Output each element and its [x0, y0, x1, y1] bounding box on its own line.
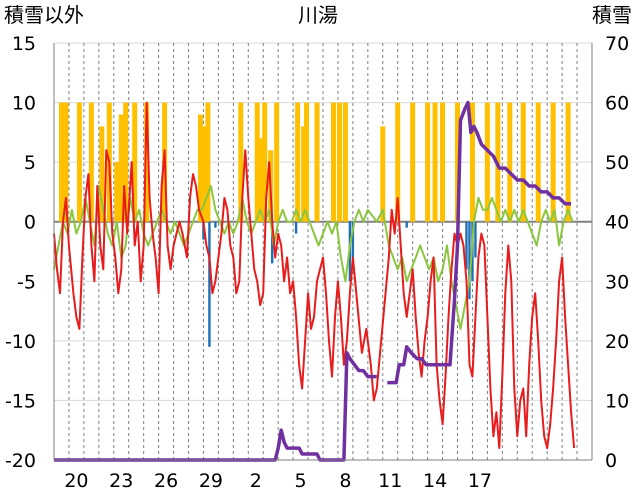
left-tick-label: -15	[5, 390, 36, 412]
negative-bar	[405, 221, 408, 228]
precip-bar	[336, 102, 342, 222]
left-tick-label: 5	[24, 152, 36, 174]
wind-line	[53, 185, 574, 330]
precip-bar	[425, 102, 431, 222]
precip-bar	[342, 102, 348, 222]
precip-bar	[197, 114, 203, 222]
precip-bar	[76, 102, 82, 222]
precip-bar	[63, 102, 69, 222]
series-lines	[53, 100, 576, 462]
x-tick-label: 17	[468, 470, 492, 492]
left-tick-label: 15	[12, 33, 36, 55]
precip-bar	[132, 102, 138, 222]
precip-bar	[99, 126, 105, 222]
right-tick-label: 30	[605, 271, 629, 293]
precip-bar	[395, 102, 401, 222]
right-axis-ticks: 70 60 50 40 30 20 10 0	[605, 33, 629, 472]
right-tick-label: 0	[605, 450, 617, 472]
right-tick-label: 60	[605, 93, 629, 115]
precip-bar	[520, 102, 526, 222]
precip-bar	[118, 114, 124, 222]
precip-bar	[88, 102, 94, 222]
temperature-line	[53, 101, 576, 450]
x-tick-label: 2	[250, 470, 262, 492]
right-axis-title: 積雪	[592, 3, 632, 27]
left-axis-ticks: 15 10 5 0 -5 -10 -15 -20	[5, 33, 36, 472]
precip-bar	[455, 102, 460, 222]
x-tick-label: 8	[339, 470, 351, 492]
negative-bar	[214, 221, 217, 228]
negative-bar	[474, 221, 477, 258]
x-tick-label: 14	[423, 470, 447, 492]
precip-bar	[565, 102, 571, 222]
left-tick-label: 0	[24, 212, 36, 234]
precip-bar	[259, 138, 265, 222]
x-tick-label: 29	[199, 470, 223, 492]
chart-title: 川湯	[298, 3, 338, 27]
right-tick-label: 50	[605, 152, 629, 174]
precip-bar	[432, 102, 438, 222]
x-tick-label: 23	[109, 470, 133, 492]
left-tick-label: -10	[5, 331, 36, 353]
right-tick-label: 20	[605, 331, 629, 353]
precip-bar	[330, 102, 336, 222]
x-axis-ticks: 20 23 26 29 2 5 8 11 14 17	[64, 470, 492, 492]
precip-bar	[469, 102, 475, 222]
negative-bar	[294, 221, 298, 234]
negative-bar	[208, 221, 211, 347]
negative-bar	[270, 221, 274, 264]
precip-bar	[304, 102, 310, 222]
precip-bar	[254, 102, 260, 222]
precip-bar	[205, 102, 211, 222]
precip-bar	[58, 102, 64, 222]
precip-bar	[380, 126, 386, 222]
left-tick-label: -5	[17, 271, 36, 293]
left-axis-title: 積雪以外	[4, 3, 84, 27]
negative-bar	[351, 221, 355, 258]
right-tick-label: 70	[605, 33, 629, 55]
x-tick-label: 26	[154, 470, 178, 492]
x-tick-label: 5	[295, 470, 307, 492]
x-tick-label: 20	[64, 470, 88, 492]
precip-bar	[301, 126, 307, 222]
precip-bar	[440, 102, 446, 222]
snow_depth-line	[54, 100, 572, 462]
precip-bar	[238, 102, 244, 222]
precip-bar	[535, 102, 541, 222]
precip-bar	[200, 126, 206, 222]
precip-bar	[550, 102, 556, 222]
precip-bar	[410, 102, 416, 222]
negative-bar	[465, 221, 468, 270]
precip-bar	[295, 102, 301, 222]
negative-bar	[468, 221, 471, 300]
right-tick-label: 10	[605, 390, 629, 412]
left-tick-label: 10	[12, 93, 36, 115]
left-tick-label: -20	[5, 450, 36, 472]
precip-bar	[123, 102, 129, 222]
precip-bar	[262, 102, 268, 222]
negative-bar	[202, 221, 205, 240]
precip-bar	[144, 102, 150, 222]
precip-bar	[507, 102, 513, 222]
right-tick-label: 40	[605, 212, 629, 234]
x-tick-label: 11	[378, 470, 402, 492]
precip-bar	[114, 162, 120, 222]
precip-bar	[274, 102, 280, 222]
axes	[53, 43, 593, 461]
precip-bar	[484, 102, 490, 222]
precip-bar	[314, 102, 320, 222]
